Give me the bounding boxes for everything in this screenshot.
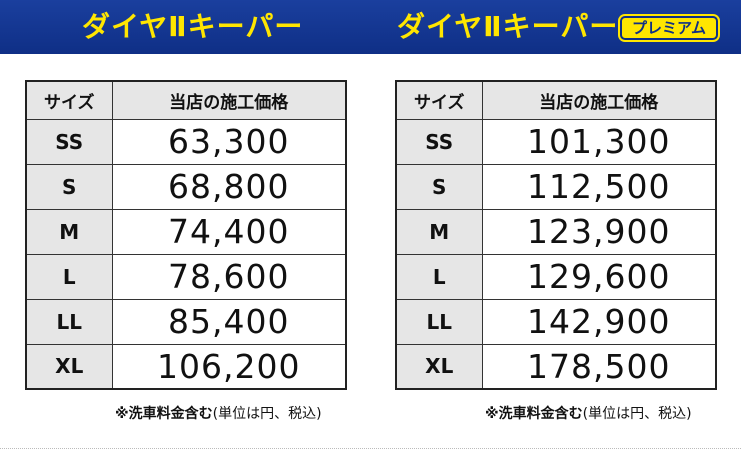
size-cell: S	[25, 163, 113, 210]
size-cell: XL	[395, 343, 483, 390]
table-row: L 78,600	[25, 253, 347, 300]
note-rest: (単位は円、税込)	[582, 406, 692, 422]
price-cell: 78,600	[111, 253, 347, 300]
table-row: SS 101,300	[395, 118, 717, 165]
price-cell: 129,600	[481, 253, 717, 300]
premium-price-table: サイズ 当店の施工価格 SS 101,300 S 112,500 M 123,9…	[395, 80, 717, 390]
table-row: L 129,600	[395, 253, 717, 300]
note-bold: ※洗車料金含む	[115, 406, 213, 422]
table-row: S 68,800	[25, 163, 347, 210]
table-header-row: サイズ 当店の施工価格	[25, 80, 347, 120]
size-cell: LL	[25, 298, 113, 345]
note-rest: (単位は円、税込)	[212, 406, 322, 422]
price-cell: 142,900	[481, 298, 717, 345]
standard-price-table: サイズ 当店の施工価格 SS 63,300 S 68,800 M 74,400 …	[25, 80, 347, 390]
right-product-title: ダイヤⅡキーパー	[397, 10, 619, 43]
size-cell: S	[395, 163, 483, 210]
price-cell: 74,400	[111, 208, 347, 255]
size-cell: L	[395, 253, 483, 300]
table-row: SS 63,300	[25, 118, 347, 165]
size-cell: L	[25, 253, 113, 300]
size-cell: SS	[25, 118, 113, 165]
left-product-title: ダイヤⅡキーパー	[82, 10, 304, 43]
price-column-header: 当店の施工価格	[481, 80, 717, 120]
price-cell: 123,900	[481, 208, 717, 255]
size-cell: M	[395, 208, 483, 255]
price-cell: 112,500	[481, 163, 717, 210]
bottom-divider	[0, 448, 741, 450]
size-column-header: サイズ	[25, 80, 113, 120]
price-cell: 68,800	[111, 163, 347, 210]
price-column-header: 当店の施工価格	[111, 80, 347, 120]
size-cell: XL	[25, 343, 113, 390]
size-column-header: サイズ	[395, 80, 483, 120]
table-row: M 123,900	[395, 208, 717, 255]
table-row: XL 178,500	[395, 343, 717, 390]
right-tax-note: ※洗車料金含む(単位は円、税込)	[485, 403, 692, 423]
price-cell: 85,400	[111, 298, 347, 345]
table-header-row: サイズ 当店の施工価格	[395, 80, 717, 120]
price-cell: 101,300	[481, 118, 717, 165]
note-bold: ※洗車料金含む	[485, 406, 583, 422]
left-tax-note: ※洗車料金含む(単位は円、税込)	[115, 403, 322, 423]
price-cell: 178,500	[481, 343, 717, 390]
header-banner	[0, 0, 741, 54]
table-row: LL 85,400	[25, 298, 347, 345]
table-row: XL 106,200	[25, 343, 347, 390]
size-cell: M	[25, 208, 113, 255]
size-cell: SS	[395, 118, 483, 165]
size-cell: LL	[395, 298, 483, 345]
table-row: S 112,500	[395, 163, 717, 210]
table-row: M 74,400	[25, 208, 347, 255]
price-cell: 106,200	[111, 343, 347, 390]
premium-badge: プレミアム	[620, 16, 718, 40]
table-row: LL 142,900	[395, 298, 717, 345]
price-cell: 63,300	[111, 118, 347, 165]
